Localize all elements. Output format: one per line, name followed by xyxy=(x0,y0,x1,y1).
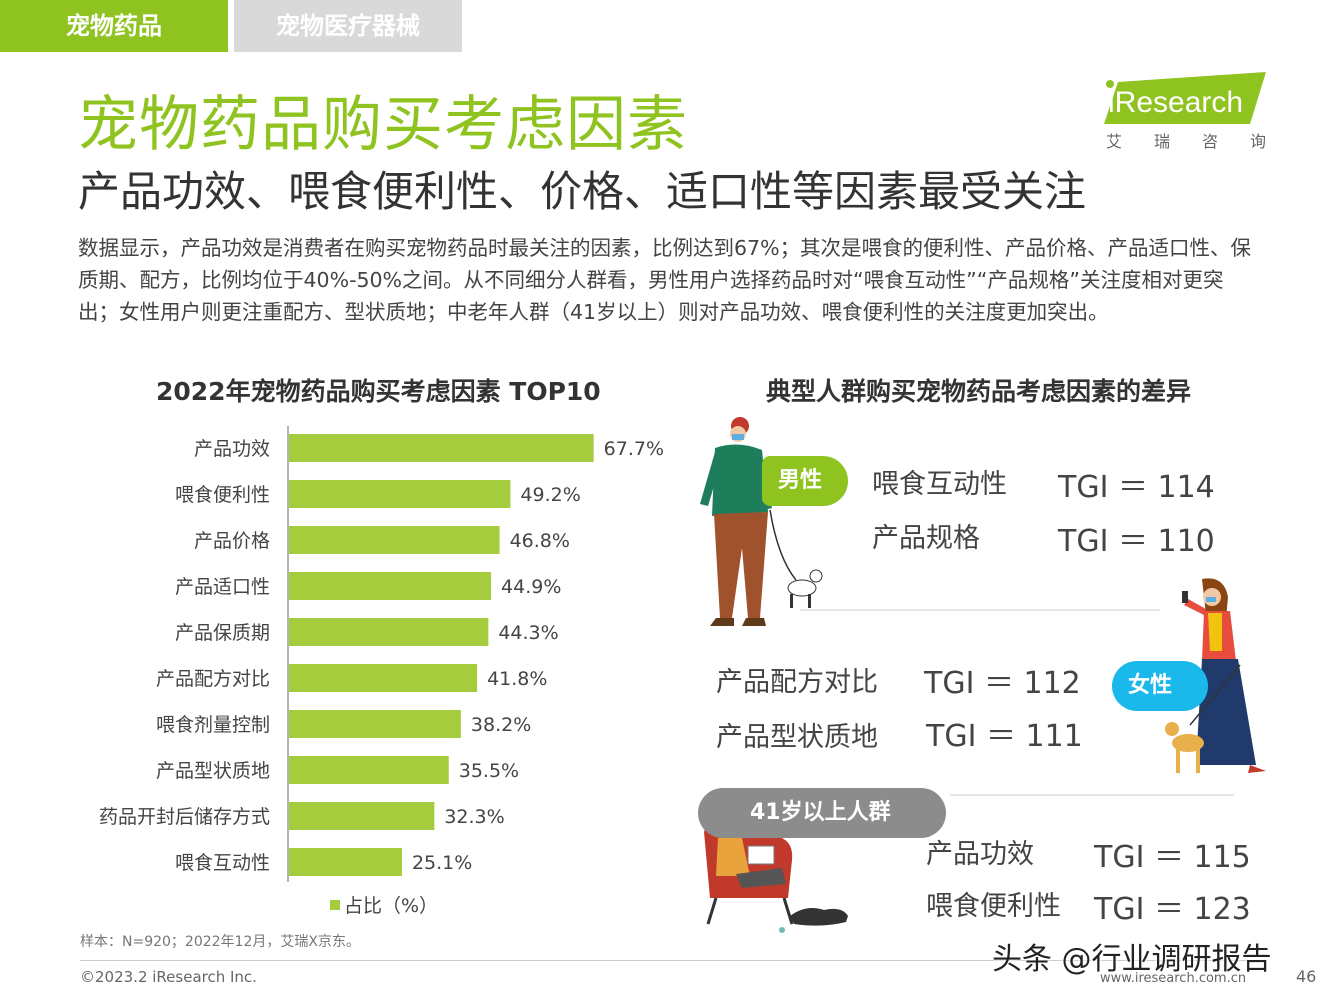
svg-text:iResearch: iResearch xyxy=(1108,86,1243,119)
value-label: 44.9% xyxy=(501,576,561,598)
category-label: 产品型状质地 xyxy=(156,760,270,782)
category-label: 产品功效 xyxy=(194,438,270,460)
chart-title: 2022年宠物药品购买考虑因素 TOP10 xyxy=(156,377,601,406)
elder-group-badge: 41岁以上人群 xyxy=(698,788,946,838)
value-label: 38.2% xyxy=(471,714,531,736)
iresearch-logo: iResearch xyxy=(1104,72,1266,124)
value-label: 41.8% xyxy=(487,668,547,690)
bar xyxy=(289,710,461,738)
category-label: 喂食互动性 xyxy=(175,852,270,874)
tab-pet-medicine[interactable]: 宠物药品 xyxy=(0,0,228,52)
bar xyxy=(289,664,478,692)
value-label: 35.5% xyxy=(459,760,519,782)
chart-legend: 占比（%） xyxy=(330,891,438,918)
female-group-badge: 女性 xyxy=(1112,661,1208,711)
divider xyxy=(950,794,1234,796)
page-number: 46 xyxy=(1296,967,1317,986)
category-label: 产品价格 xyxy=(194,530,270,552)
divider xyxy=(800,609,1160,611)
bar xyxy=(289,756,449,784)
category-label: 产品适口性 xyxy=(175,576,270,598)
value-label: 25.1% xyxy=(412,852,472,874)
tab-pet-medical-devices[interactable]: 宠物医疗器械 xyxy=(234,0,462,52)
man-walking-dog-illustration xyxy=(700,417,823,626)
elder-factor-1: 产品功效 xyxy=(926,839,1034,870)
logo-char: 询 xyxy=(1249,132,1266,151)
male-group-badge: 男性 xyxy=(762,456,848,506)
female-factor-2: 产品型状质地 xyxy=(716,722,878,753)
female-tgi-2: TGI ＝ 111 xyxy=(926,719,1083,754)
male-factor-1: 喂食互动性 xyxy=(872,469,1007,500)
male-factor-2: 产品规格 xyxy=(872,523,980,554)
bar xyxy=(289,434,594,462)
bar xyxy=(289,480,511,508)
logo-char: 咨 xyxy=(1201,132,1218,151)
value-label: 46.8% xyxy=(510,530,570,552)
female-factor-1: 产品配方对比 xyxy=(716,667,878,698)
elder-factor-2: 喂食便利性 xyxy=(926,891,1061,922)
category-label: 药品开封后储存方式 xyxy=(99,806,270,828)
value-label: 67.7% xyxy=(604,438,664,460)
website-link[interactable]: www.iresearch.com.cn xyxy=(1100,971,1247,986)
male-tgi-2: TGI ＝ 110 xyxy=(1058,524,1215,559)
bar-chart: 产品功效 67.7% 喂食便利性 49.2% 产品价格 46.8% 产品适口性 44.9% 产品… xyxy=(99,426,664,882)
elder-tgi-1: TGI ＝ 115 xyxy=(1094,840,1251,875)
bar xyxy=(289,618,489,646)
woman-walking-dog-illustration xyxy=(1165,578,1266,773)
bar xyxy=(289,802,435,830)
value-label: 49.2% xyxy=(520,484,580,506)
page-subtitle: 产品功效、喂食便利性、价格、适口性等因素最受关注 xyxy=(78,167,1087,216)
legend-swatch xyxy=(330,899,340,910)
male-tgi-1: TGI ＝ 114 xyxy=(1058,470,1215,505)
copyright: ©2023.2 iResearch Inc. xyxy=(80,968,257,986)
bar xyxy=(289,526,500,554)
bar xyxy=(289,572,492,600)
elder-tgi-2: TGI ＝ 123 xyxy=(1094,892,1251,927)
logo-subtitle: 艾 瑞 咨 询 xyxy=(1106,128,1266,152)
category-label: 喂食便利性 xyxy=(175,484,270,506)
footer-divider xyxy=(80,960,1260,961)
legend-label: 占比（%） xyxy=(344,895,439,917)
category-label: 产品配方对比 xyxy=(156,668,270,690)
page-title: 宠物药品购买考虑因素 xyxy=(78,90,688,160)
female-tgi-1: TGI ＝ 112 xyxy=(924,666,1081,701)
category-label: 喂食剂量控制 xyxy=(156,714,270,736)
logo-char: 艾 xyxy=(1106,132,1123,151)
logo-char: 瑞 xyxy=(1153,132,1170,151)
bar xyxy=(289,848,402,876)
summary-paragraph: 数据显示，产品功效是消费者在购买宠物药品时最关注的因素，比例达到67%；其次是喂… xyxy=(78,236,1252,324)
source-footnote: 样本：N=920；2022年12月，艾瑞X京东。 xyxy=(80,934,360,950)
category-label: 产品保质期 xyxy=(175,622,270,644)
value-label: 32.3% xyxy=(444,806,504,828)
comparison-title: 典型人群购买宠物药品考虑因素的差异 xyxy=(766,377,1192,406)
watermark: 头条 @行业调研报告 xyxy=(992,942,1272,977)
value-label: 44.3% xyxy=(498,622,558,644)
